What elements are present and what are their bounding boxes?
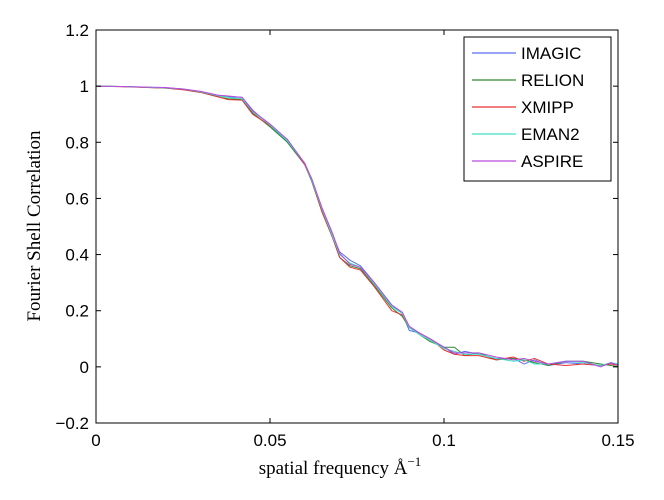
y-tick-label: 0.8 [65, 133, 89, 152]
y-axis-title: Fourier Shell Correlation [24, 130, 45, 322]
series-layer [95, 85, 619, 368]
y-tick-label: −0.2 [55, 414, 89, 433]
legend-label-eman2: EMAN2 [521, 125, 580, 144]
series-line-eman2 [95, 85, 619, 366]
plot-frame [95, 29, 619, 424]
y-tick-label: 0.4 [65, 246, 89, 265]
y-tick-label: 1 [80, 77, 89, 96]
legend: IMAGIC RELION XMIPP EMAN2 ASPIRE [463, 36, 612, 182]
x-tick-label: 0.05 [253, 431, 286, 450]
y-tick-label: 0.2 [65, 302, 89, 321]
x-tick-label: 0.1 [432, 431, 456, 450]
x-tick-label: 0 [91, 431, 100, 450]
legend-label-xmipp: XMIPP [521, 98, 574, 117]
x-tick-label: 0.15 [601, 431, 634, 450]
x-axis-title-text: spatial frequency Å [259, 458, 408, 479]
y-tick-label: 1.2 [65, 21, 89, 40]
y-tick-label: 0 [80, 358, 89, 377]
series-line-relion [95, 85, 619, 368]
legend-label-aspire: ASPIRE [521, 152, 583, 171]
legend-label-relion: RELION [521, 71, 584, 90]
ticks-layer: 0 0.05 0.1 0.15−0.200.20.40.60.811.2 [55, 21, 634, 450]
legend-label-imagic: IMAGIC [521, 44, 581, 63]
legend-box [463, 36, 612, 182]
x-axis-title: spatial frequency Å−1 [259, 454, 422, 479]
series-line-aspire [95, 85, 619, 368]
x-axis-title-exponent: −1 [407, 454, 421, 469]
series-line-xmipp [95, 85, 619, 366]
y-tick-label: 0.6 [65, 189, 89, 208]
